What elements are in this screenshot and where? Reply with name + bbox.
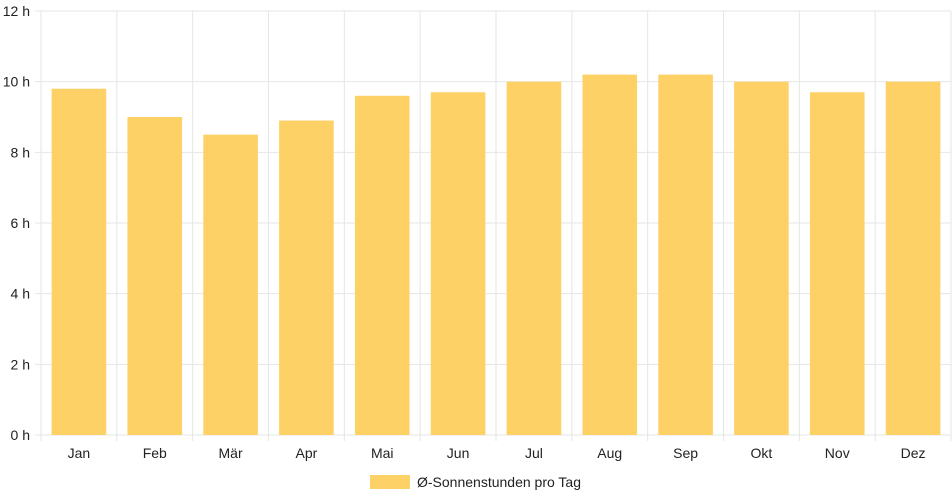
x-tick-label: Nov xyxy=(825,445,850,461)
legend-label[interactable]: Ø-Sonnenstunden pro Tag xyxy=(417,474,581,490)
bar-mär[interactable] xyxy=(203,134,258,435)
y-tick-label: 0 h xyxy=(11,427,30,443)
legend[interactable]: Ø-Sonnenstunden pro Tag xyxy=(370,474,581,490)
y-tick-label: 8 h xyxy=(11,144,30,160)
x-tick-label: Jul xyxy=(525,445,543,461)
x-tick-label: Jan xyxy=(68,445,91,461)
y-axis: 0 h 2 h 4 h 6 h 8 h 10 h 12 h xyxy=(3,3,30,443)
bar-nov[interactable] xyxy=(809,92,865,436)
x-tick-label: Mär xyxy=(219,445,243,461)
x-tick-label: Jun xyxy=(447,445,470,461)
bar-sep[interactable] xyxy=(658,74,713,435)
bar-mai[interactable] xyxy=(354,95,410,436)
x-tick-label: Sep xyxy=(673,445,698,461)
bar-jun[interactable] xyxy=(430,92,486,436)
x-tick-label: Aug xyxy=(597,445,622,461)
x-tick-label: Okt xyxy=(751,445,773,461)
bar-aug[interactable] xyxy=(582,74,638,435)
x-tick-label: Feb xyxy=(143,445,167,461)
x-tick-label: Apr xyxy=(296,445,318,461)
y-tick-label: 2 h xyxy=(11,356,30,372)
bar-feb[interactable] xyxy=(127,117,183,435)
bar-jan[interactable] xyxy=(51,88,107,435)
bar-jul[interactable] xyxy=(506,81,562,436)
x-tick-label: Mai xyxy=(371,445,394,461)
y-tick-label: 10 h xyxy=(3,74,30,90)
x-axis: Jan Feb Mär Apr Mai Jun Jul Aug Sep Okt Nov Dez xyxy=(68,445,926,461)
bar-apr[interactable] xyxy=(279,120,334,436)
y-tick-label: 12 h xyxy=(3,3,30,19)
bars xyxy=(51,74,941,436)
y-tick-label: 6 h xyxy=(11,215,30,231)
bar-dez[interactable] xyxy=(885,81,941,436)
y-tick-label: 4 h xyxy=(11,286,30,302)
bar-okt[interactable] xyxy=(734,81,789,436)
legend-swatch[interactable] xyxy=(370,475,410,489)
grid-lines xyxy=(35,10,952,441)
x-tick-label: Dez xyxy=(901,445,926,461)
